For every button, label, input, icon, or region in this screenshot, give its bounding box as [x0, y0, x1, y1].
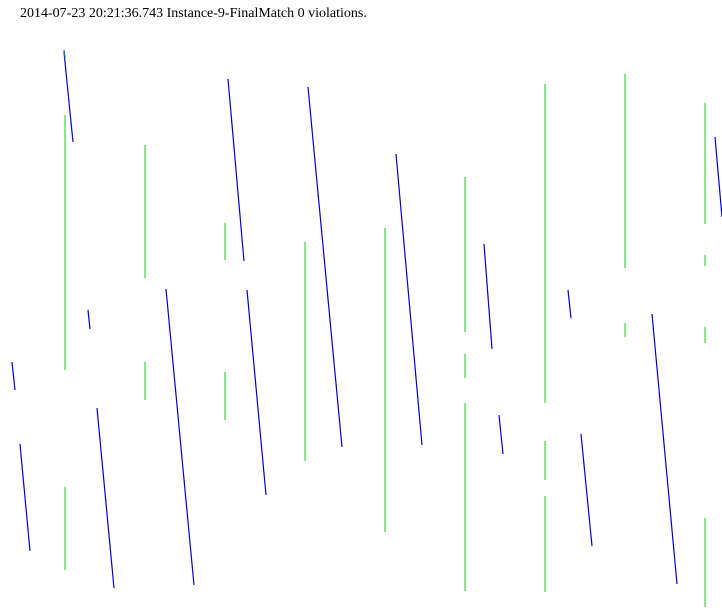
status-header: 2014-07-23 20:21:36.743 Instance-9-Final… [20, 6, 367, 21]
teal-segment [63, 49, 66, 59]
blue-segment [227, 78, 245, 262]
blue-segment [483, 243, 493, 350]
blue-segment [714, 136, 722, 218]
blue-segment [19, 443, 31, 552]
blue-segment [651, 313, 678, 585]
blue-segment [87, 309, 91, 330]
blue-segment [63, 51, 74, 143]
blue-segment [246, 289, 267, 496]
blue-segment [580, 433, 593, 547]
blue-segment [11, 361, 16, 391]
blue-segment [567, 289, 572, 319]
blue-segment [307, 86, 343, 448]
blue-segment [96, 407, 115, 589]
blue-segment [498, 414, 504, 455]
blue-segment [165, 288, 195, 586]
blue-segment [395, 153, 423, 446]
